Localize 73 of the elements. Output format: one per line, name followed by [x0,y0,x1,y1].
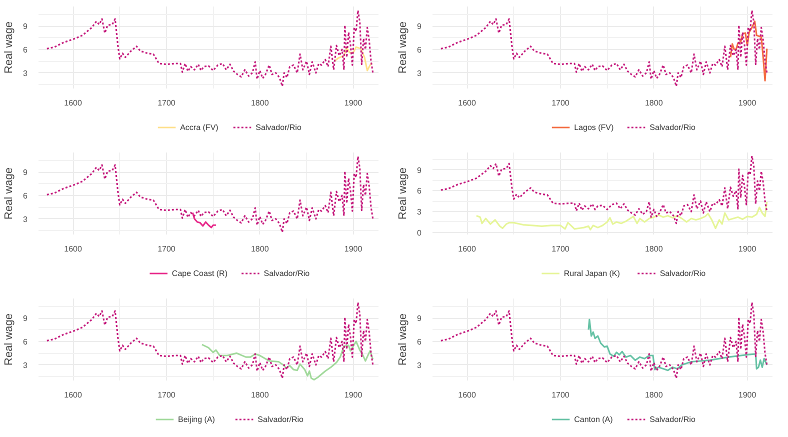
x-tick-label: 1900 [738,98,757,108]
line-series [730,20,768,82]
y-tick-label: 6 [417,45,422,54]
legend-label: Accra (FV) [180,123,219,132]
legend-label: Rural Japan (K) [564,269,620,278]
line-series [334,46,373,72]
x-tick-label: 1700 [158,390,176,400]
y-tick-label: 3 [417,208,422,217]
y-axis-title: Real wage [397,168,410,220]
y-axis-title: Real wage [3,314,16,366]
y-tick-label: 9 [23,168,28,178]
x-tick-label: 1700 [552,98,570,108]
x-tick-label: 1800 [644,390,664,400]
legend-label: Canton (A) [574,415,614,424]
x-tick-label: 1600 [458,244,477,254]
x-tick-label: 1700 [552,390,570,400]
x-tick-label: 1700 [552,244,570,254]
y-tick-label: 9 [23,22,28,32]
x-tick-label: 1900 [738,390,757,400]
x-tick-label: 1900 [344,244,363,254]
x-tick-label: 1600 [458,390,477,400]
line-series [440,155,768,224]
x-tick-label: 1800 [250,98,270,108]
line-series [201,340,374,380]
y-tick-label: 9 [417,314,422,324]
legend-label: Salvador/Rio [256,123,302,132]
y-tick-label: 3 [417,68,422,78]
line-series [46,302,374,379]
x-tick-label: 1800 [250,244,270,254]
y-tick-label: 9 [23,314,28,324]
x-tick-label: 1700 [158,244,176,254]
y-tick-label: 6 [417,186,422,196]
legend-label: Salvador/Rio [650,123,696,132]
x-tick-label: 1600 [64,244,83,254]
y-axis-title: Real wage [3,168,16,220]
x-tick-label: 1600 [458,98,477,108]
y-axis-title: Real wage [397,22,410,74]
y-axis-title: Real wage [397,314,410,366]
x-tick-label: 1800 [250,390,270,400]
line-series [46,10,374,87]
legend-label: Salvador/Rio [650,415,696,424]
line-series [476,201,768,230]
legend-label: Cape Coast (R) [172,269,228,278]
x-tick-label: 1700 [158,98,176,108]
y-tick-label: 3 [417,360,422,370]
y-axis-title: Real wage [3,22,16,74]
y-tick-label: 0 [417,228,422,238]
y-tick-label: 6 [23,45,28,54]
x-tick-label: 1800 [644,98,664,108]
legend-label: Salvador/Rio [264,269,310,278]
x-tick-label: 1600 [64,390,83,400]
line-series [588,318,768,372]
y-tick-label: 6 [417,337,422,346]
line-series [440,302,768,379]
line-series [440,10,768,87]
legend-label: Salvador/Rio [258,415,304,424]
legend-label: Lagos (FV) [574,123,614,132]
legend-label: Salvador/Rio [660,269,706,278]
line-series [192,212,217,228]
line-series [46,156,374,233]
x-tick-label: 1900 [738,244,757,254]
x-tick-label: 1900 [344,98,363,108]
y-tick-label: 9 [417,166,422,175]
x-tick-label: 1800 [644,244,664,254]
y-tick-label: 6 [23,337,28,346]
y-tick-label: 3 [23,68,28,78]
y-tick-label: 9 [417,22,422,32]
y-tick-label: 6 [23,191,28,200]
x-tick-label: 1900 [344,390,363,400]
y-tick-label: 3 [23,360,28,370]
legend-label: Beijing (A) [178,415,216,424]
y-tick-label: 3 [23,214,28,224]
x-tick-label: 1600 [64,98,83,108]
